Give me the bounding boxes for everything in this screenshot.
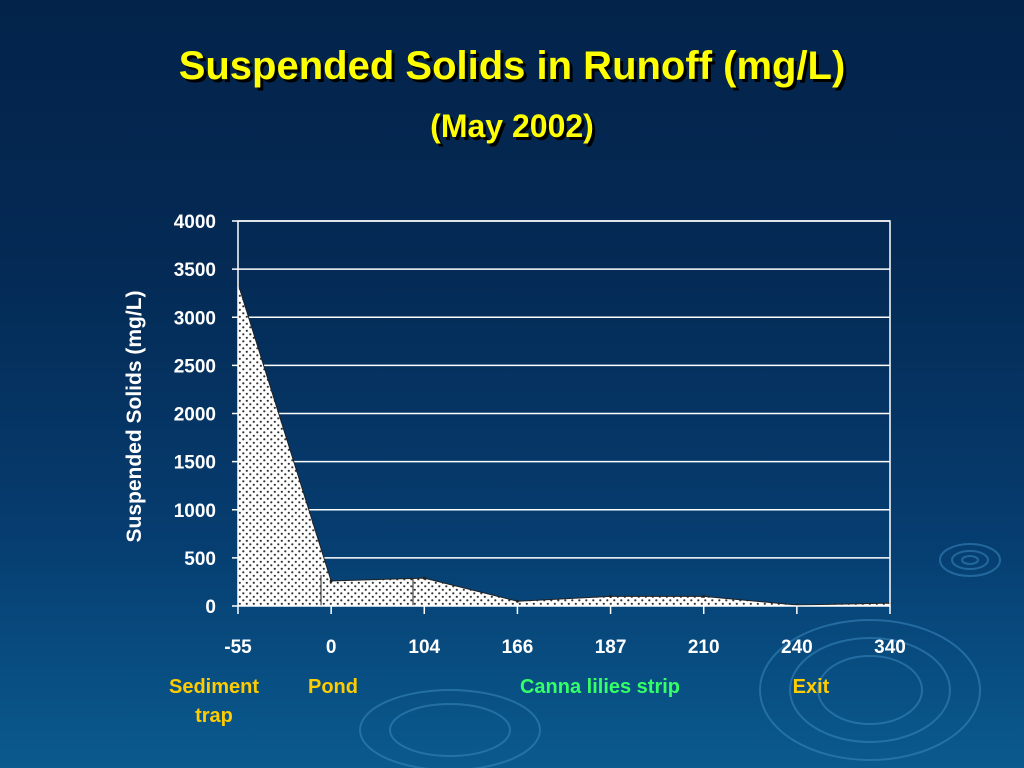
x-tick-label: 240 <box>781 637 813 658</box>
data-point <box>422 576 426 580</box>
y-tick-label: 2000 <box>174 405 216 426</box>
slide-title: Suspended Solids in Runoff (mg/L) <box>178 44 846 88</box>
zone-label-line: Canna lilies strip <box>519 676 681 698</box>
x-tick-label: 104 <box>408 637 440 658</box>
zone-label: Exit <box>770 673 852 702</box>
y-tick-label: 3000 <box>174 308 216 329</box>
slide-subtitle: (May 2002) <box>430 108 594 144</box>
x-tick-label: 187 <box>595 637 627 658</box>
data-point <box>329 579 333 583</box>
x-tick-label: 340 <box>874 637 906 658</box>
data-point <box>609 594 613 598</box>
y-axis-label: Suspended Solids (mg/L) <box>123 290 146 542</box>
zone-label: Pond <box>292 673 374 702</box>
x-tick-label: 210 <box>688 637 720 658</box>
y-tick-label: 4000 <box>174 212 216 233</box>
zone-label-line: Pond <box>308 676 358 698</box>
data-point <box>515 599 519 603</box>
y-tick-label: 1000 <box>174 501 216 522</box>
y-tick-label: 1500 <box>174 453 216 474</box>
x-tick-label: 0 <box>326 637 337 658</box>
y-tick-label: 2500 <box>174 356 216 377</box>
x-tick-label: 166 <box>502 637 534 658</box>
zone-label-line: Exit <box>792 676 830 698</box>
zone-label: Canna lilies strip <box>470 673 730 702</box>
y-tick-label: 3500 <box>174 260 216 281</box>
y-tick-label: 500 <box>184 549 216 570</box>
data-point <box>702 594 706 598</box>
y-tick-label: 0 <box>205 597 216 618</box>
zone-label-line: trap <box>195 705 233 727</box>
zone-label-line: Sediment <box>168 676 260 698</box>
x-tick-label: -55 <box>224 637 252 658</box>
plot-border <box>237 220 891 607</box>
zone-label: Sediment trap <box>140 673 288 731</box>
